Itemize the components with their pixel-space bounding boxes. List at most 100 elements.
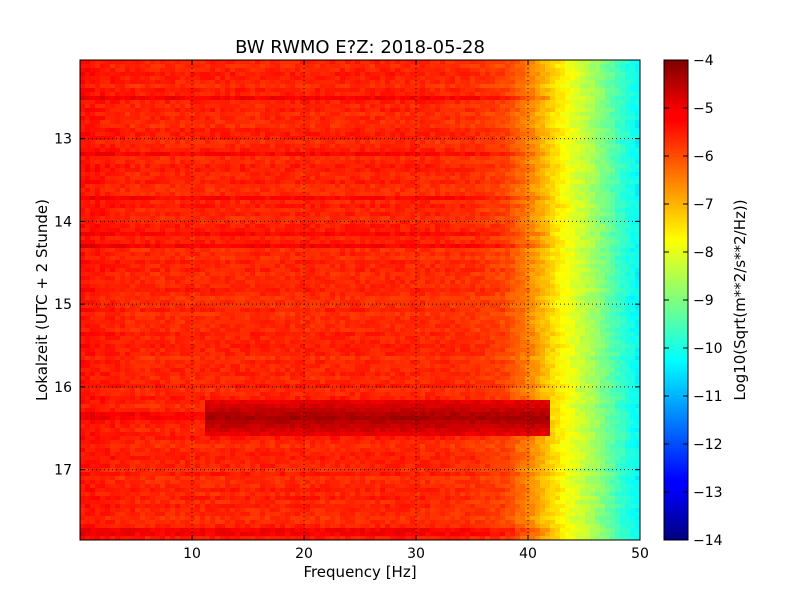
spectrogram-cell — [595, 224, 601, 229]
spectrogram-cell — [605, 184, 611, 189]
spectrogram-cell — [225, 68, 231, 73]
spectrogram-cell — [545, 88, 551, 93]
spectrogram-cell — [245, 136, 251, 141]
spectrogram-cell — [165, 160, 171, 165]
spectrogram-cell — [285, 156, 291, 161]
spectrogram-cell — [460, 84, 466, 89]
spectrogram-cell — [560, 108, 566, 113]
spectrogram-cell — [395, 124, 401, 129]
spectrogram-cell — [190, 120, 196, 125]
spectrogram-cell — [420, 100, 426, 105]
spectrogram-cell — [90, 84, 96, 89]
spectrogram-cell — [415, 68, 421, 73]
spectrogram-cell — [500, 204, 506, 209]
spectrogram-cell — [500, 120, 506, 125]
spectrogram-cell — [495, 196, 501, 201]
spectrogram-cell — [190, 212, 196, 217]
spectrogram-cell — [250, 116, 256, 121]
spectrogram-cell — [80, 88, 86, 93]
spectrogram-cell — [620, 124, 626, 129]
spectrogram-cell — [610, 160, 616, 165]
spectrogram-cell — [355, 108, 361, 113]
spectrogram-cell — [205, 76, 211, 81]
spectrogram-cell — [630, 116, 636, 121]
spectrogram-cell — [355, 96, 361, 101]
spectrogram-cell — [370, 112, 376, 117]
spectrogram-cell — [590, 148, 596, 153]
spectrogram-cell — [90, 132, 96, 137]
spectrogram-cell — [365, 164, 371, 169]
spectrogram-cell — [425, 232, 431, 237]
spectrogram-cell — [105, 112, 111, 117]
spectrogram-cell — [460, 152, 466, 157]
spectrogram-cell — [105, 220, 111, 225]
spectrogram-cell — [230, 224, 236, 229]
spectrogram-cell — [200, 76, 206, 81]
spectrogram-cell — [580, 224, 586, 229]
spectrogram-cell — [170, 124, 176, 129]
spectrogram-cell — [285, 64, 291, 69]
spectrogram-cell — [625, 72, 631, 77]
spectrogram-cell — [445, 60, 451, 65]
spectrogram-cell — [175, 112, 181, 117]
spectrogram-cell — [330, 180, 336, 185]
spectrogram-cell — [405, 168, 411, 173]
spectrogram-cell — [555, 196, 561, 201]
spectrogram-cell — [420, 128, 426, 133]
spectrogram-cell — [355, 140, 361, 145]
spectrogram-cell — [180, 184, 186, 189]
spectrogram-cell — [550, 220, 556, 225]
spectrogram-cell — [485, 156, 491, 161]
spectrogram-cell — [545, 176, 551, 181]
spectrogram-cell — [260, 204, 266, 209]
spectrogram-cell — [260, 236, 266, 241]
spectrogram-cell — [270, 124, 276, 129]
spectrogram-cell — [630, 104, 636, 109]
spectrogram-cell — [505, 132, 511, 137]
spectrogram-cell — [565, 148, 571, 153]
spectrogram-cell — [430, 172, 436, 177]
spectrogram-cell — [500, 144, 506, 149]
spectrogram-cell — [175, 216, 181, 221]
spectrogram-cell — [235, 60, 241, 65]
spectrogram-cell — [325, 224, 331, 229]
spectrogram-cell — [580, 72, 586, 77]
spectrogram-cell — [120, 100, 126, 105]
spectrogram-cell — [520, 204, 526, 209]
spectrogram-cell — [315, 184, 321, 189]
spectrogram-cell — [150, 88, 156, 93]
spectrogram-cell — [590, 124, 596, 129]
spectrogram-cell — [590, 216, 596, 221]
spectrogram-cell — [80, 120, 86, 125]
spectrogram-cell — [85, 160, 91, 165]
spectrogram-cell — [260, 164, 266, 169]
spectrogram-cell — [410, 216, 416, 221]
spectrogram-cell — [455, 120, 461, 125]
spectrogram-cell — [535, 220, 541, 225]
spectrogram-cell — [335, 184, 341, 189]
spectrogram-cell — [120, 208, 126, 213]
spectrogram-cell — [610, 216, 616, 221]
spectrogram-cell — [235, 144, 241, 149]
spectrogram-cell — [615, 132, 621, 137]
spectrogram-cell — [335, 80, 341, 85]
spectrogram-cell — [105, 192, 111, 197]
spectrogram-cell — [430, 128, 436, 133]
spectrogram-cell — [500, 164, 506, 169]
spectrogram-cell — [340, 228, 346, 233]
spectrogram-cell — [105, 120, 111, 125]
spectrogram-cell — [200, 168, 206, 173]
spectrogram-cell — [520, 84, 526, 89]
spectrogram-cell — [515, 192, 521, 197]
spectrogram-cell — [575, 108, 581, 113]
spectrogram-cell — [595, 228, 601, 233]
spectrogram-cell — [265, 140, 271, 145]
spectrogram-cell — [360, 180, 366, 185]
spectrogram-cell — [435, 80, 441, 85]
spectrogram-cell — [295, 220, 301, 225]
spectrogram-cell — [615, 136, 621, 141]
spectrogram-cell — [625, 80, 631, 85]
spectrogram-cell — [500, 116, 506, 121]
spectrogram-cell — [490, 192, 496, 197]
spectrogram-cell — [400, 116, 406, 121]
